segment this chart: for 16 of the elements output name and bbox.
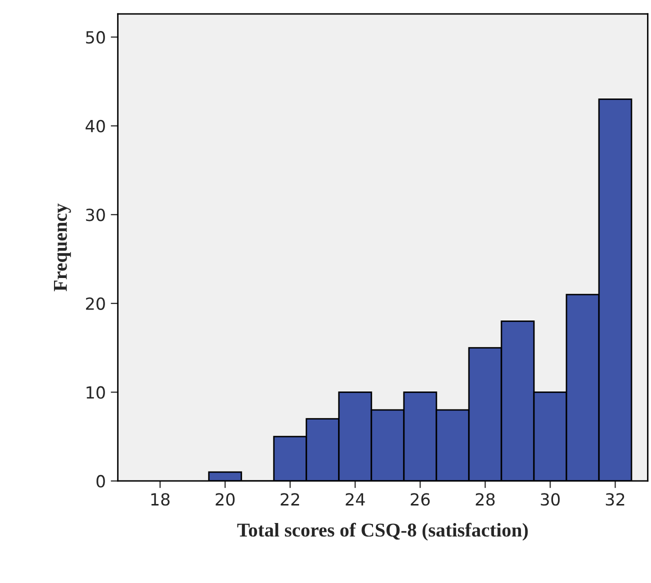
y-tick-label: 50 — [86, 31, 105, 44]
y-tick-label: 40 — [86, 120, 105, 132]
y-tick-label: 10 — [86, 386, 105, 399]
y-tick-label: 30 — [86, 208, 105, 222]
x-tick-label: 30 — [540, 493, 560, 506]
y-axis-title: Frequency — [54, 204, 71, 292]
x-tick-label: 32 — [606, 493, 624, 506]
x-tick-label: 18 — [151, 493, 170, 506]
y-tick-label: 0 — [96, 474, 105, 488]
x-tick-label: 22 — [280, 493, 300, 506]
x-tick-label: 26 — [410, 493, 430, 506]
x-tick-label: 24 — [346, 493, 365, 506]
x-tick-label: 20 — [216, 493, 235, 506]
y-tick-label: 20 — [86, 297, 105, 310]
x-tick-label: 28 — [476, 493, 495, 506]
x-axis-title: Total scores of CSQ-8 (satisfaction) — [237, 522, 528, 541]
